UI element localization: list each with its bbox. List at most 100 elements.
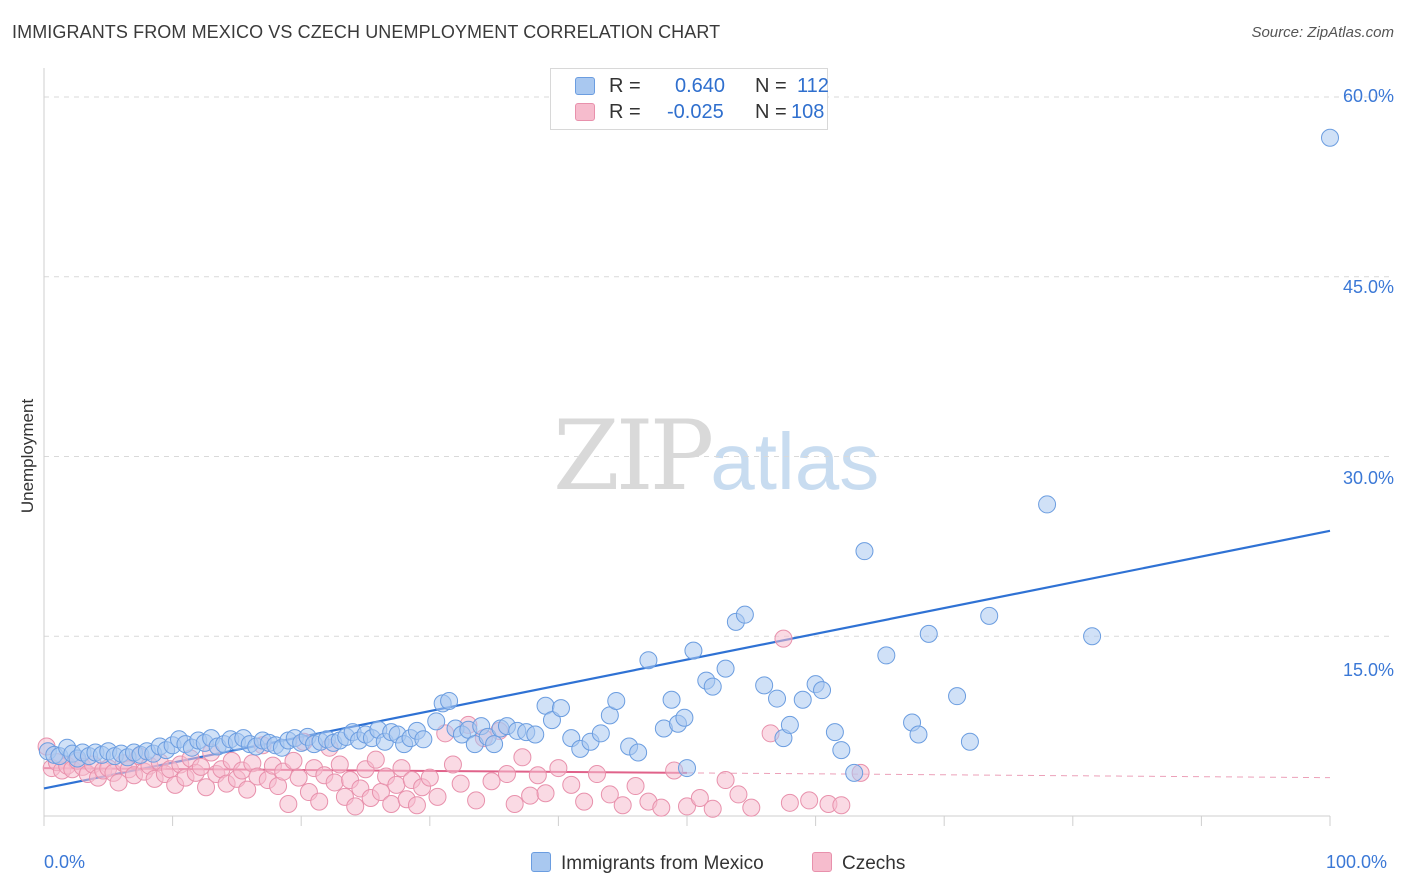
czechs-point [678, 797, 696, 816]
czechs-point [800, 791, 819, 810]
czechs-point [521, 786, 540, 805]
czechs-point [191, 757, 210, 776]
source-credit: Source: ZipAtlas.com [1251, 24, 1394, 41]
mexico-point [909, 725, 928, 744]
mexico-point [832, 741, 851, 760]
mexico-point [639, 651, 658, 670]
mexico-point [1083, 627, 1102, 646]
mexico-point [855, 542, 874, 561]
mexico-point [542, 711, 561, 730]
mexico-point [768, 689, 787, 708]
stats-legend: R = 0.640 N = 112 R = -0.025 N = 108 [550, 68, 829, 130]
mexico-point [919, 624, 938, 643]
mexico-point [662, 690, 681, 709]
mexico-point [1321, 128, 1339, 147]
n-label: N = [755, 75, 787, 97]
mexico-point [551, 699, 570, 718]
n-value: 112 [797, 75, 829, 97]
axes [43, 68, 1331, 826]
mexico-point [675, 708, 694, 727]
grid [44, 96, 1392, 637]
r-label: R = [609, 75, 641, 97]
mexico-point [629, 743, 648, 762]
czechs-trend-extension [686, 772, 1331, 779]
y-tick-label: 45.0% [1342, 277, 1394, 297]
mexico-point [485, 735, 504, 754]
czechs-point [832, 796, 851, 815]
czechs-point [528, 766, 547, 785]
legend-label: Czechs [842, 853, 906, 874]
mexico-swatch [575, 77, 595, 95]
mexico-points [38, 128, 1339, 782]
czechs-point [109, 773, 128, 792]
czechs-point [310, 792, 329, 811]
r-value: -0.025 [667, 101, 724, 123]
mexico-point [678, 759, 696, 778]
czechs-point [284, 751, 303, 770]
y-tick-label: 60.0% [1342, 86, 1394, 106]
n-label: N = [755, 101, 787, 123]
czechs-point [562, 775, 581, 794]
czechs-point [613, 796, 632, 815]
n-value: 108 [791, 101, 825, 123]
mexico-point [980, 606, 999, 625]
czechs-point [549, 759, 568, 778]
mexico-point [591, 724, 610, 743]
mexico-point [813, 681, 832, 700]
chart-title: IMMIGRANTS FROM MEXICO VS CZECH UNEMPLOY… [12, 22, 721, 42]
czechs-point [366, 750, 385, 769]
czechs-point [387, 775, 406, 794]
czechs-point [600, 785, 619, 804]
czechs-point [346, 797, 365, 816]
czechs-point [428, 787, 447, 806]
legend-item-mexico[interactable]: Immigrants from Mexico [531, 852, 764, 875]
czechs-point [482, 772, 501, 791]
czechs-point [652, 798, 671, 817]
mexico-point [703, 677, 722, 696]
czechs-swatch [812, 852, 832, 872]
czechs-point [575, 792, 594, 811]
czechs-point [513, 748, 532, 767]
mexico-point [825, 723, 844, 742]
czechs-point [392, 759, 411, 778]
czechs-point [451, 774, 470, 793]
czechs-point [382, 795, 401, 814]
mexico-point [427, 712, 446, 731]
mexico-point [735, 605, 754, 624]
czechs-point [690, 789, 709, 808]
mexico-point [414, 730, 433, 749]
mexico-point [793, 690, 812, 709]
czechs-point [536, 784, 555, 803]
czechs-point [703, 799, 722, 818]
mexico-point [845, 763, 864, 782]
y-tick-label: 15.0% [1342, 660, 1394, 680]
czechs-point [467, 791, 486, 810]
mexico-point [780, 715, 799, 734]
mexico-point [716, 659, 735, 678]
czechs-point [197, 778, 216, 797]
x-tick-label: 100.0% [1326, 852, 1388, 872]
y-axis-label: Unemployment [18, 398, 37, 514]
r-label: R = [609, 101, 641, 123]
czechs-point [587, 765, 606, 784]
legend-label: Immigrants from Mexico [561, 853, 764, 874]
czechs-point [238, 780, 257, 799]
mexico-point [1038, 495, 1057, 514]
watermark: ZIPatlas [553, 400, 879, 512]
mexico-point [607, 691, 626, 710]
czechs-point [330, 755, 349, 774]
mexico-point [960, 732, 979, 751]
czechs-point [325, 773, 344, 792]
watermark-atlas: atlas [710, 417, 880, 506]
legend-item-czechs[interactable]: Czechs [812, 852, 905, 875]
mexico-point [877, 646, 896, 665]
czechs-swatch [575, 103, 595, 121]
r-value: 0.640 [675, 75, 726, 97]
czechs-point [505, 795, 524, 814]
mexico-point [684, 641, 703, 660]
czechs-point [626, 777, 645, 796]
czechs-point [443, 755, 462, 774]
mexico-swatch [531, 852, 551, 872]
mexico-point [526, 725, 545, 744]
